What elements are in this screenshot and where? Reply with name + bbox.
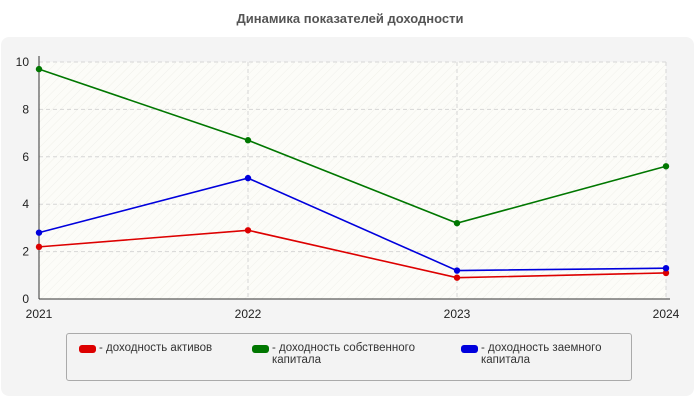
- data-point: [244, 174, 252, 182]
- y-tick-label: 0: [22, 292, 29, 306]
- data-point: [453, 267, 461, 274]
- legend-item-debt: - доходность заемного капитала: [461, 342, 626, 366]
- y-tick-label: 10: [16, 55, 30, 69]
- x-tick-label: 2022: [235, 307, 262, 321]
- y-tick-label: 6: [22, 150, 29, 164]
- legend-swatch-assets: [79, 345, 96, 353]
- data-point: [35, 65, 43, 73]
- legend-item-equity: - доходность собственного капитала: [252, 342, 442, 366]
- data-point: [35, 243, 43, 251]
- series-line: [38, 229, 667, 279]
- y-tick-label: 8: [22, 102, 29, 116]
- series: [35, 65, 670, 281]
- data-point: [35, 229, 43, 236]
- x-tick-label: 2024: [653, 307, 680, 321]
- data-point: [244, 227, 252, 234]
- data-point: [244, 137, 252, 144]
- legend-swatch-equity: [252, 345, 269, 353]
- data-point: [662, 269, 670, 277]
- data-point: [662, 264, 670, 272]
- series-3: [35, 174, 670, 274]
- legend-label-equity: - доходность собственного капитала: [272, 342, 415, 366]
- plot-background: [39, 62, 666, 299]
- series-1: [35, 227, 670, 281]
- legend-label-assets: - доходность активов: [99, 342, 213, 354]
- legend-item-assets: - доходность активов: [79, 342, 244, 354]
- grid: [39, 61, 667, 299]
- data-point: [662, 163, 670, 170]
- series-line: [38, 68, 667, 225]
- y-tick-label: 4: [22, 197, 29, 211]
- x-tick-label: 2023: [444, 307, 471, 321]
- data-point: [453, 274, 461, 281]
- axes: 0 2 4 6 8 10 2021 2022 2023 2024: [16, 55, 680, 321]
- series-line: [38, 177, 667, 272]
- legend: - доходность активов - доходность собств…: [66, 333, 632, 381]
- legend-swatch-debt: [461, 345, 478, 353]
- series-2: [35, 65, 670, 227]
- legend-label-debt: - доходность заемного капитала: [481, 342, 602, 366]
- plot-area: [39, 62, 666, 299]
- x-tick-label: 2021: [26, 307, 53, 321]
- y-tick-label: 2: [22, 245, 29, 259]
- chart-title: Динамика показателей доходности: [236, 11, 464, 26]
- data-point: [453, 219, 461, 227]
